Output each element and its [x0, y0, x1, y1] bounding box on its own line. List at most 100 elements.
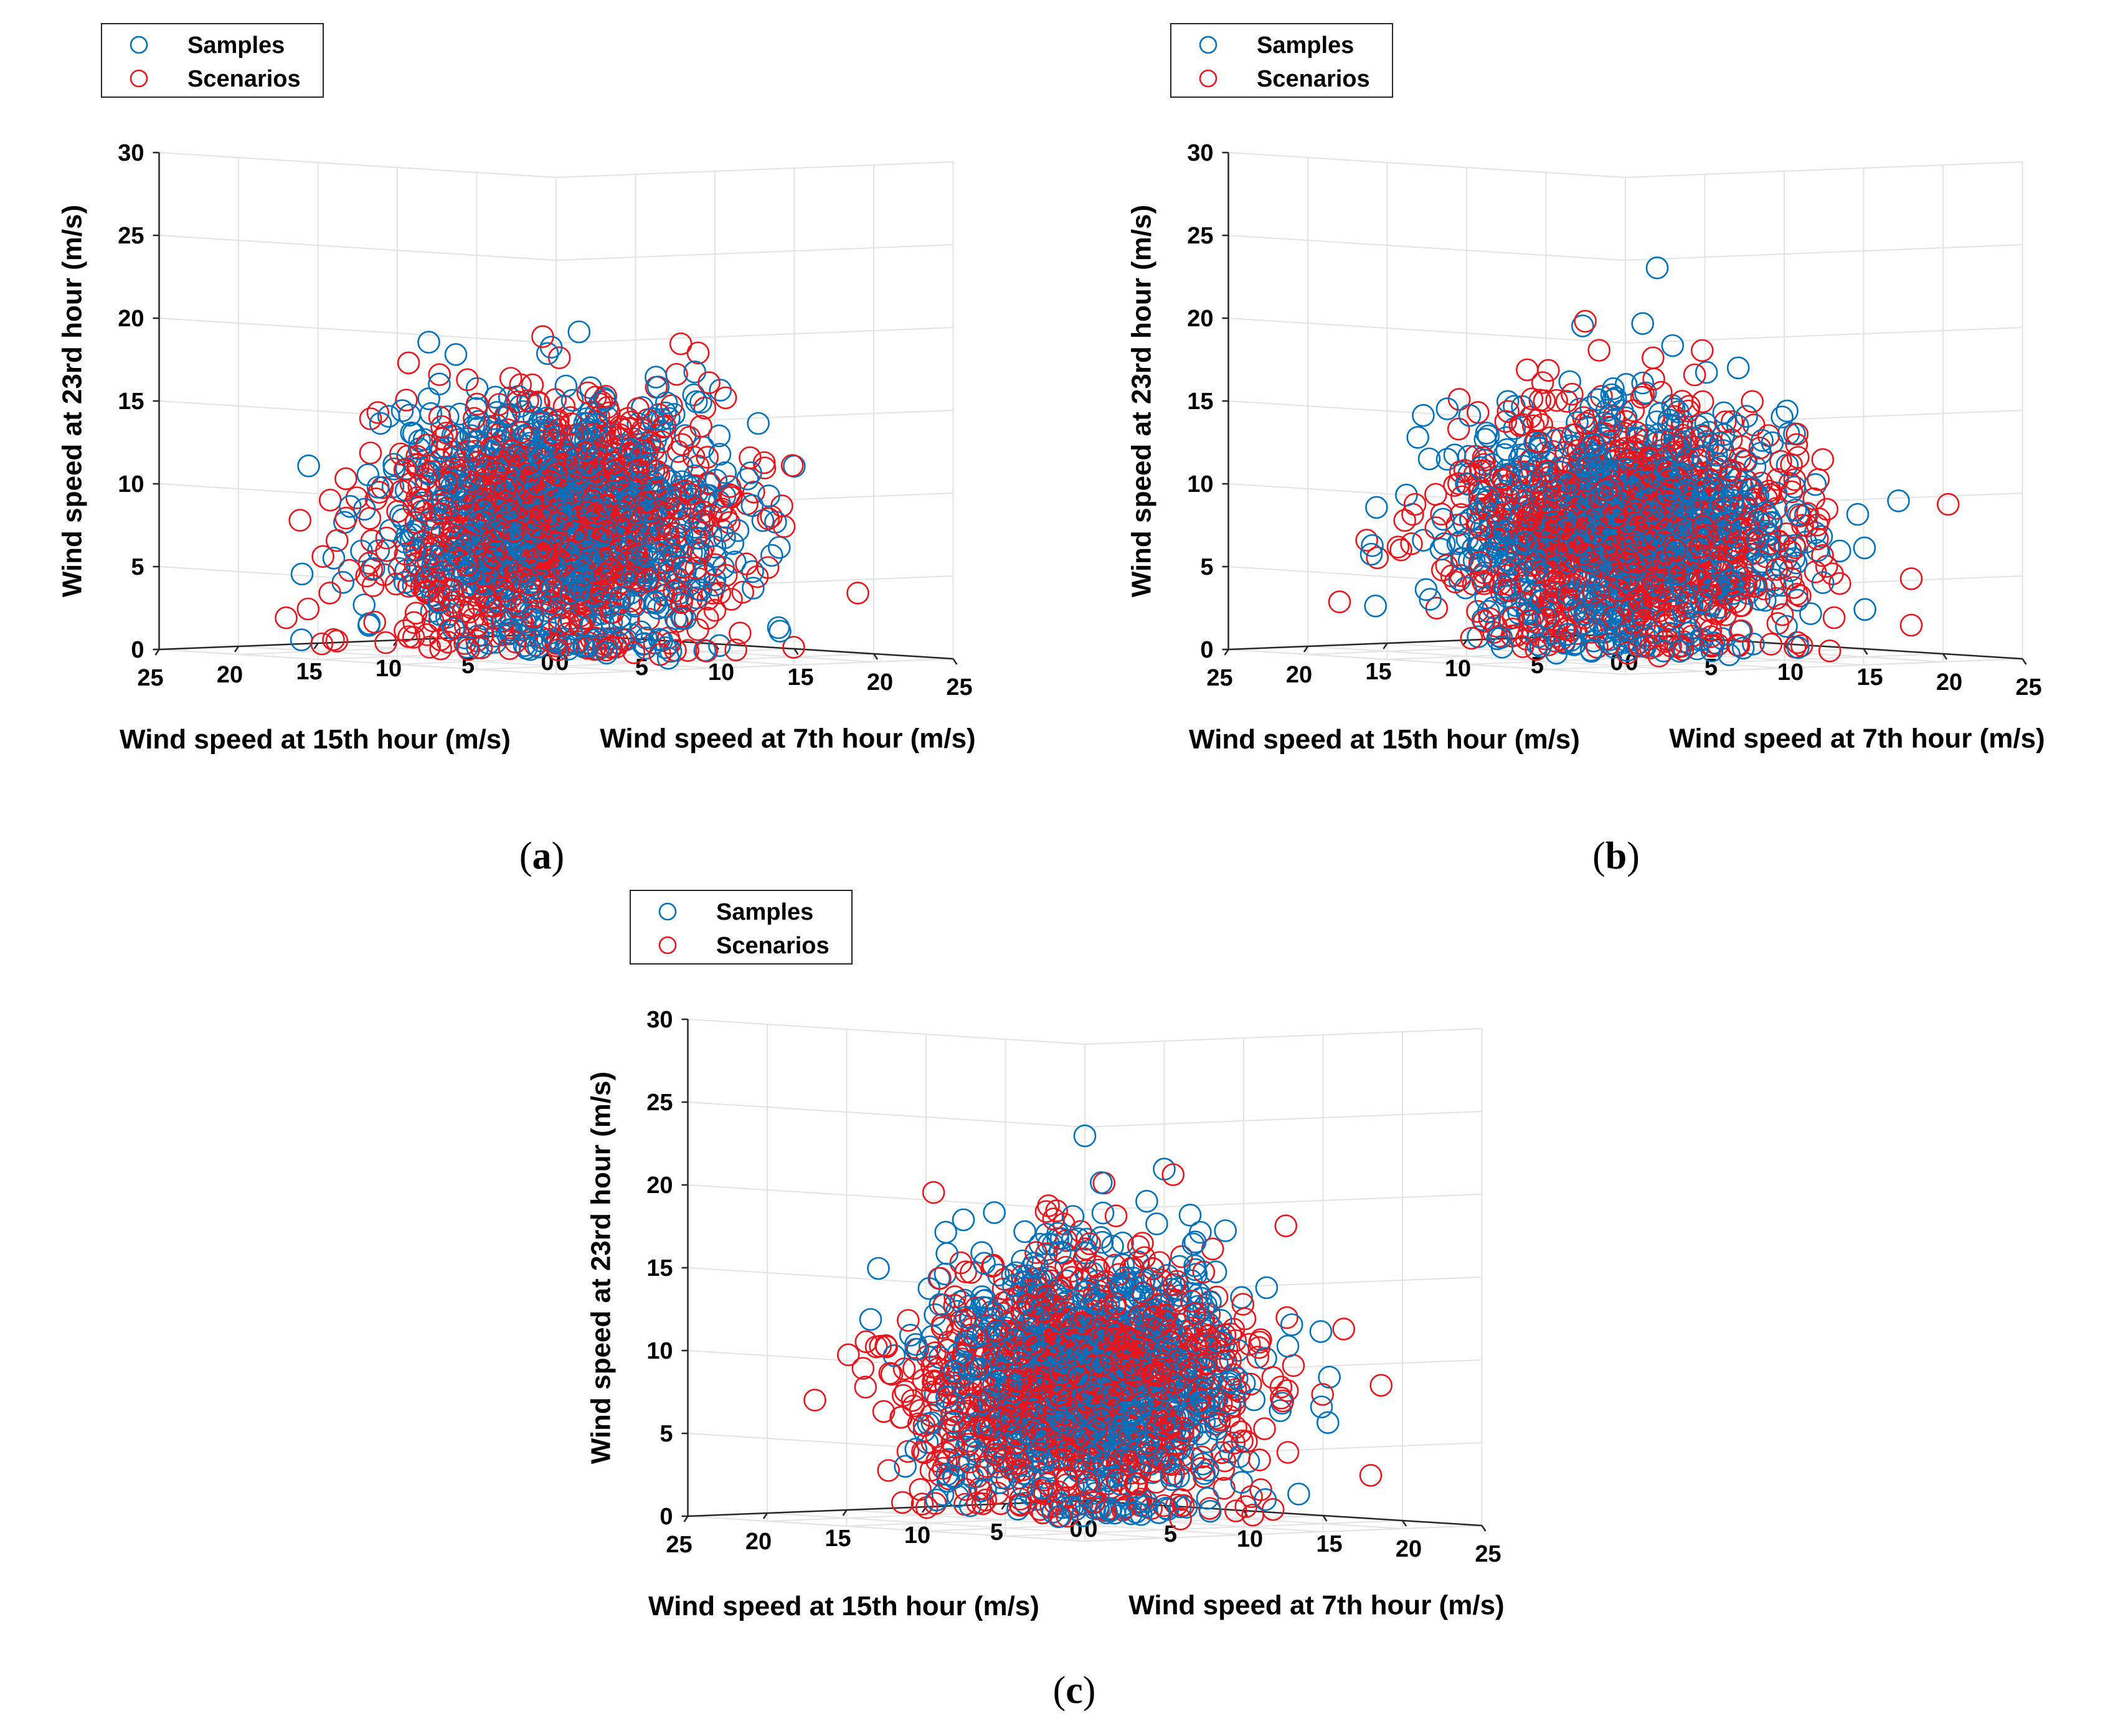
sample-point	[645, 592, 668, 615]
x-tick-label: 25	[2015, 674, 2041, 701]
sample-point	[635, 626, 658, 649]
x-tick-mark	[793, 648, 799, 655]
y-tick-label: 25	[666, 1532, 692, 1558]
scenario-point	[724, 638, 747, 662]
x-axis-label: Wind speed at 7th hour (m/s)	[600, 723, 975, 753]
x-tick-label: 20	[1396, 1536, 1422, 1562]
x-tick-label: 0	[1084, 1516, 1097, 1542]
sample-point	[741, 560, 764, 583]
scenario-point	[394, 619, 417, 643]
scenario-point	[359, 441, 382, 465]
z-tick-label: 10	[118, 471, 144, 498]
y-tick-label: 20	[745, 1529, 772, 1555]
scenario-point	[689, 541, 713, 565]
grid-line	[1625, 161, 2023, 178]
z-tick-label: 15	[646, 1255, 673, 1281]
sample-point	[1726, 356, 1750, 380]
scenario-point	[780, 454, 804, 477]
legend-label-samples: Samples	[1257, 32, 1354, 59]
scenario-point	[602, 451, 626, 475]
scenario-point	[404, 511, 428, 534]
sample-point	[485, 400, 509, 424]
scenario-point	[693, 396, 717, 420]
sample-point	[612, 471, 635, 494]
sample-point	[1708, 432, 1732, 455]
sample-point	[331, 570, 355, 594]
scenario-point	[729, 621, 752, 645]
scenario-point	[397, 351, 420, 375]
scenario-point	[846, 582, 869, 605]
sample-point	[462, 414, 486, 438]
scenario-point	[1815, 498, 1838, 521]
sample-point	[417, 331, 440, 354]
scenario-point	[345, 486, 369, 509]
z-tick-label: 20	[1187, 306, 1213, 332]
y-tick-label: 20	[217, 662, 243, 688]
scenario-point	[686, 618, 709, 641]
scenario-point	[695, 639, 718, 663]
sample-point	[653, 464, 676, 488]
sample-point	[428, 372, 451, 396]
grid-line	[556, 244, 953, 261]
grid-line	[1228, 152, 1626, 178]
panel-caption-letter: b	[1605, 835, 1627, 877]
sample-point	[400, 421, 423, 445]
panel-caption: (a)	[519, 835, 564, 877]
y-tick-label: 25	[1206, 665, 1232, 691]
scenario-point	[583, 638, 606, 661]
z-axis-label: Wind speed at 23rd hour (m/s)	[57, 205, 88, 597]
grid-line	[1625, 244, 2023, 261]
sample-point	[1661, 334, 1685, 357]
z-tick-label: 20	[646, 1172, 673, 1199]
sample-point	[645, 366, 668, 389]
scenario-point	[405, 486, 429, 509]
y-tick-mark	[154, 649, 160, 656]
scenario-point	[513, 445, 536, 468]
z-tick-label: 20	[118, 306, 144, 332]
scenario-point	[696, 445, 719, 469]
grid-line	[1005, 1520, 1403, 1537]
sample-point	[714, 461, 737, 484]
grid-line	[556, 658, 953, 675]
scenario-point	[742, 480, 765, 504]
x-axis-label: Wind speed at 7th hour (m/s)	[1669, 723, 2045, 753]
scenario-point	[394, 542, 417, 566]
y-tick-label: 10	[904, 1522, 930, 1549]
sample-point	[632, 483, 655, 507]
sample-point	[1364, 594, 1387, 618]
x-tick-mark	[872, 653, 879, 660]
sample-point	[1775, 399, 1799, 423]
x-tick-label: 5	[1705, 654, 1718, 681]
sample-point	[519, 390, 542, 414]
scenario-point	[539, 590, 562, 613]
sample-point	[709, 379, 732, 402]
sample-point	[444, 342, 468, 366]
scenario-point	[647, 403, 671, 427]
scenario-point	[718, 475, 742, 498]
z-tick-label: 25	[1187, 223, 1213, 249]
x-tick-label: 10	[708, 659, 734, 686]
sample-point	[671, 606, 694, 630]
scenario-point	[374, 631, 397, 654]
sample-point	[708, 443, 732, 466]
sample-point	[567, 568, 590, 592]
scenario-point	[1802, 487, 1825, 511]
grid-line	[1546, 653, 1944, 670]
sample-point	[1853, 598, 1876, 621]
sample-point	[527, 635, 550, 659]
z-tick-label: 10	[646, 1338, 673, 1364]
grid-line	[1084, 1525, 1482, 1542]
scenario-point	[714, 386, 737, 410]
y-tick-mark	[234, 646, 240, 653]
grid-line	[688, 1019, 1085, 1045]
scenario-point	[288, 509, 312, 532]
z-tick-label: 25	[118, 223, 144, 249]
scenario-point	[499, 367, 522, 390]
sample-point	[290, 628, 313, 651]
z-tick-label: 5	[131, 554, 144, 580]
sample-point	[708, 634, 731, 658]
scenario-point	[516, 389, 539, 412]
